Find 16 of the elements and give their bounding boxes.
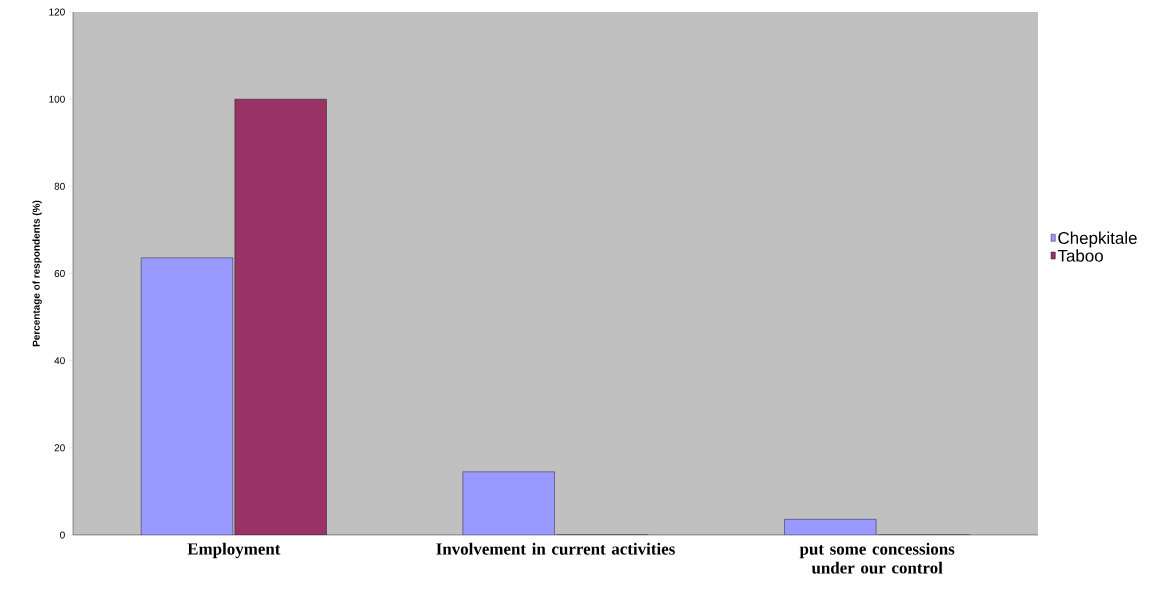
y-tick-label: 40 bbox=[54, 357, 65, 365]
x-tick-label: Employment bbox=[187, 542, 281, 559]
legend-label: Taboo bbox=[1057, 249, 1103, 262]
y-axis-title: Percentage of respondents (%) bbox=[32, 200, 42, 347]
bar bbox=[141, 257, 233, 535]
bar bbox=[462, 471, 555, 535]
y-tick-label: 100 bbox=[49, 95, 65, 103]
y-tick-label: 60 bbox=[54, 269, 65, 278]
y-tick-label: 80 bbox=[54, 182, 65, 190]
y-tick-label: 0 bbox=[60, 531, 65, 539]
bar bbox=[234, 99, 327, 535]
legend-label: Chepkitale bbox=[1058, 231, 1137, 248]
y-tick-label: 20 bbox=[54, 444, 65, 452]
x-tick-label: Involvement in current activities bbox=[436, 542, 675, 555]
x-tick-label: put some concessions under our control bbox=[799, 542, 955, 574]
y-tick-label: 120 bbox=[49, 8, 65, 16]
